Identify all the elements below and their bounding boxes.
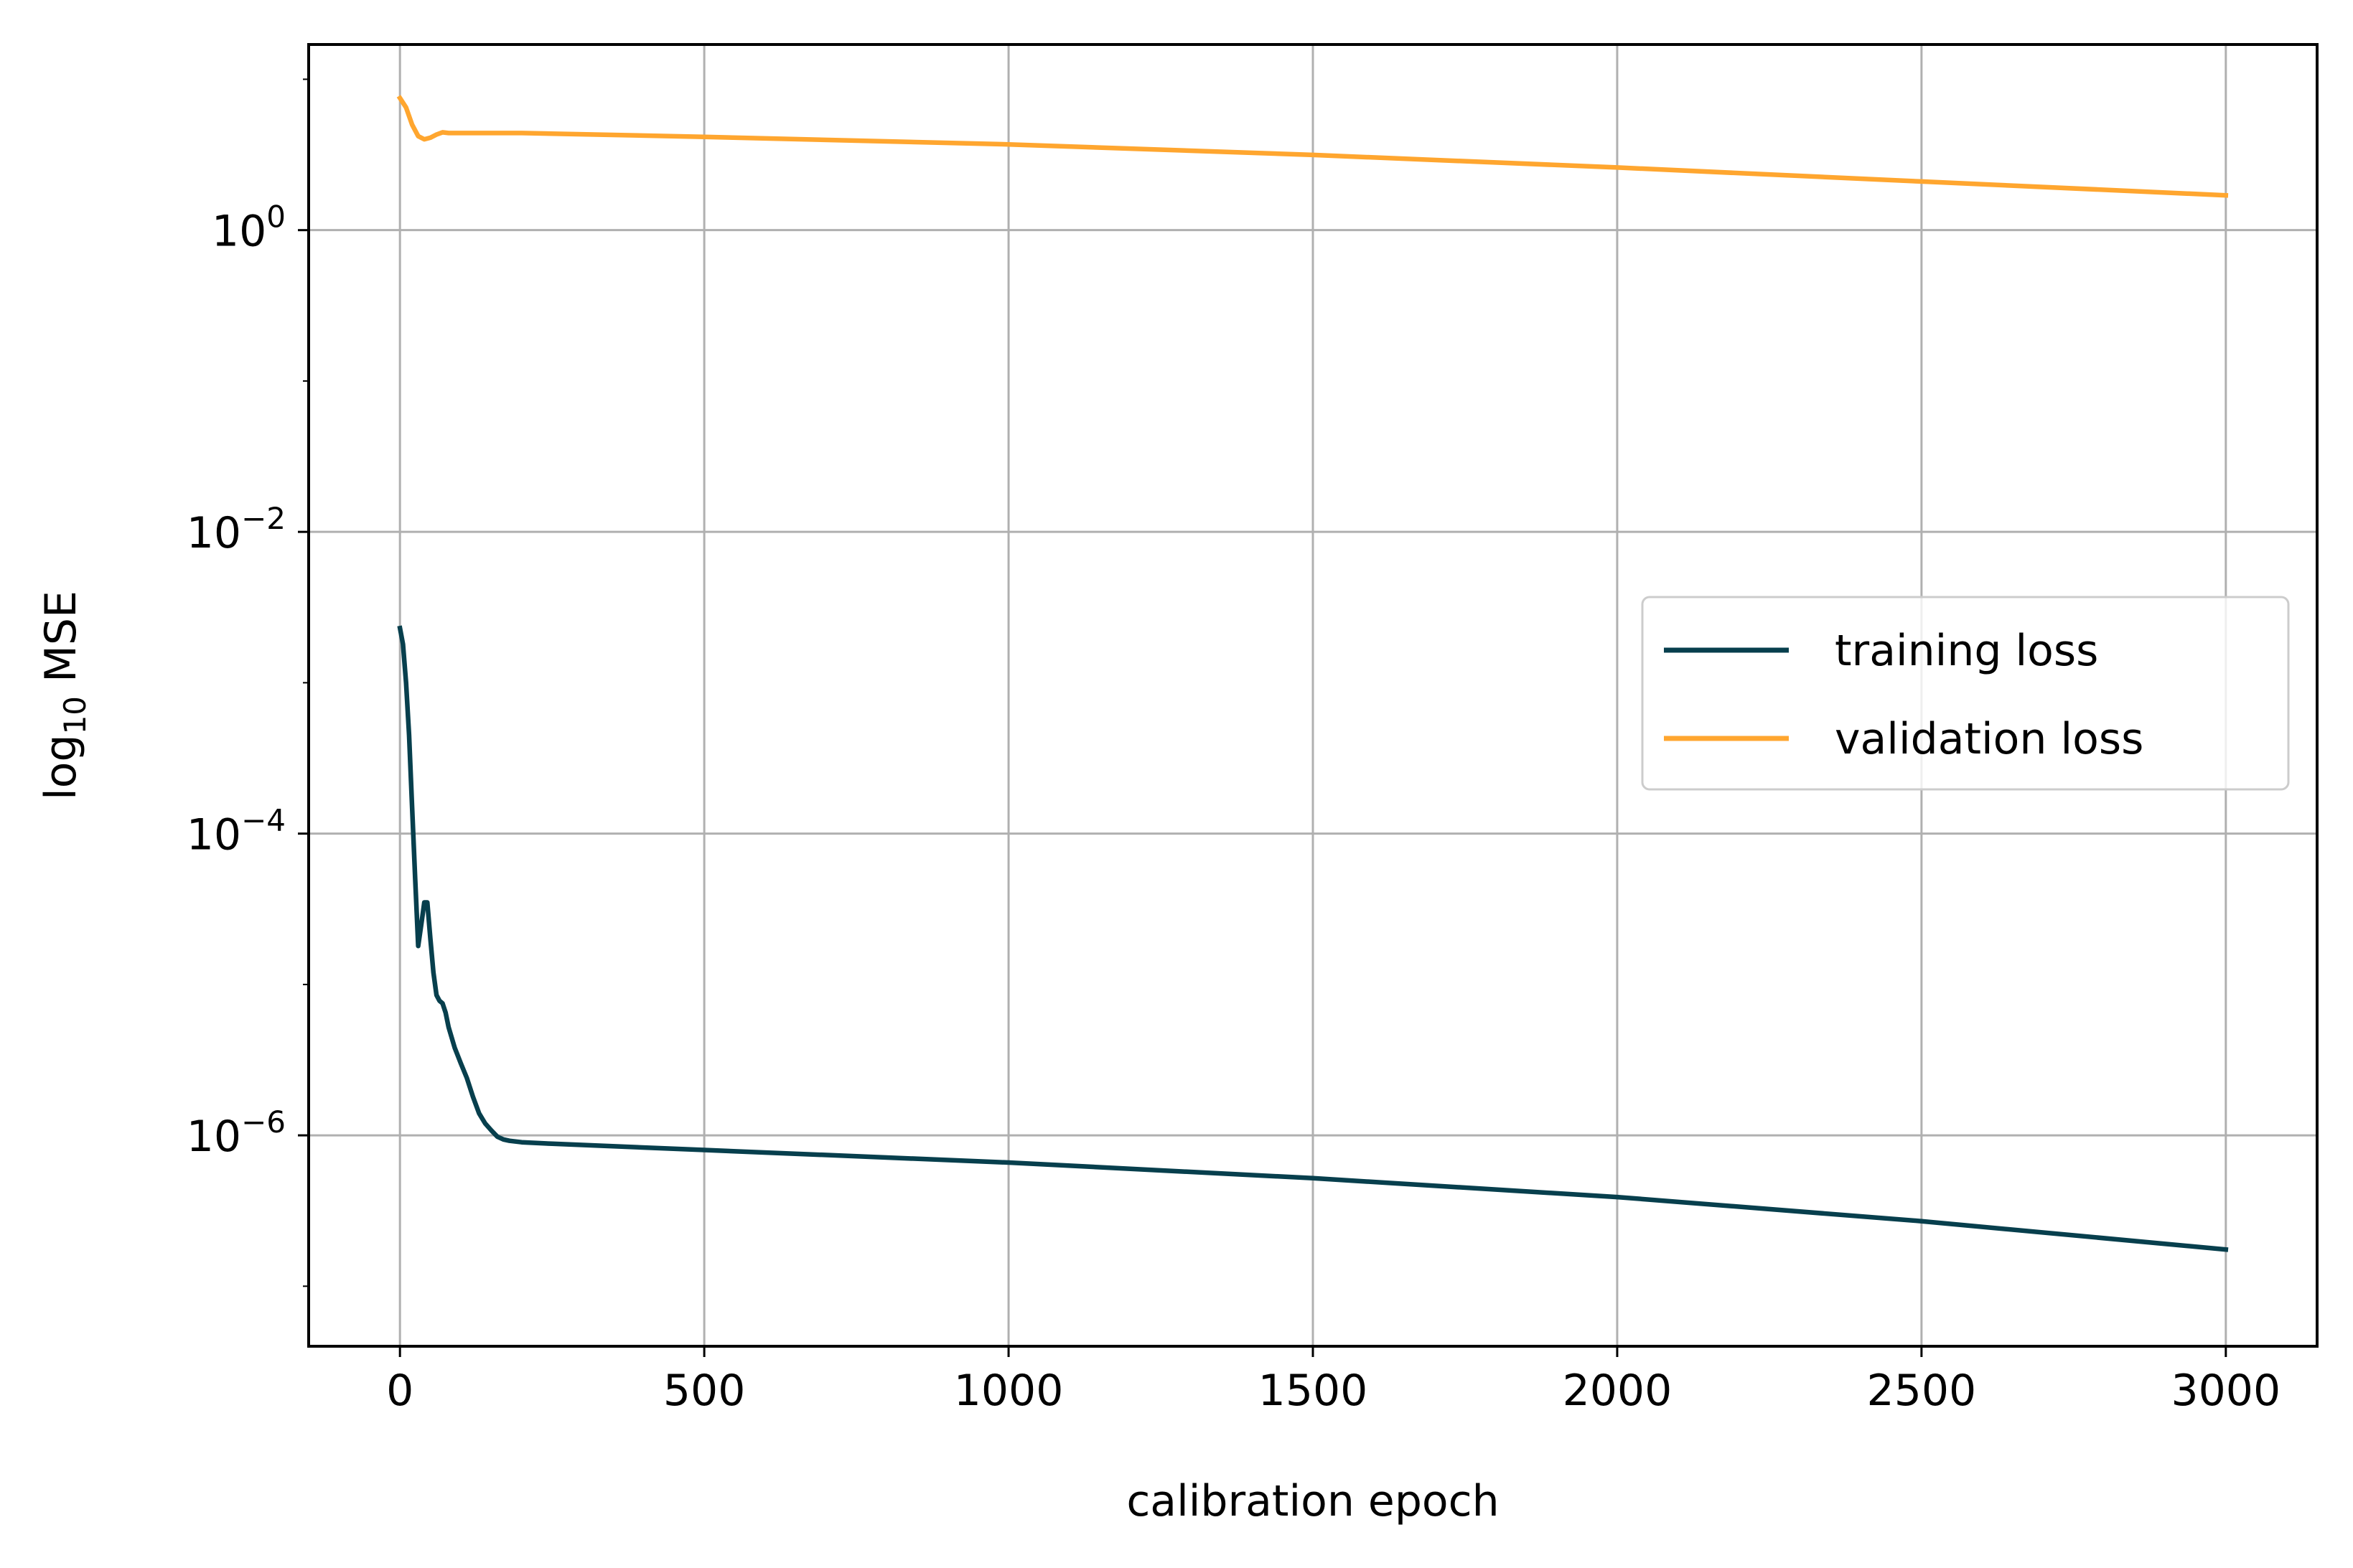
series-line-validation-loss: [396, 95, 2229, 198]
legend-label-validation-loss: validation loss: [1835, 714, 2143, 764]
y-tick-label-exponent: −6: [241, 1104, 286, 1140]
x-tick-label: 3000: [2171, 1366, 2281, 1416]
legend-box: [1641, 596, 2290, 791]
y-axis-label-base: log: [36, 734, 86, 799]
legend-label-training-loss: training loss: [1835, 626, 2098, 676]
y-tick-label: 10−2: [187, 501, 286, 558]
x-tick-label: 500: [663, 1366, 746, 1416]
y-tick-label-exponent: −4: [241, 803, 286, 838]
y-tick-label: 100: [212, 199, 286, 257]
series-lines: [396, 95, 2229, 1252]
y-axis-label: log10 MSE: [36, 591, 93, 800]
x-tick-label: 2500: [1867, 1366, 1977, 1416]
x-axis-ticks: 0 500 1000 1500 2000 2500 3000: [386, 1346, 2281, 1416]
y-tick-label-exponent: −2: [241, 501, 286, 536]
y-tick-label: 10−4: [187, 803, 286, 860]
y-tick-label-base: 10: [187, 508, 241, 558]
series-line-training-loss: [397, 625, 2229, 1252]
y-tick-label: 10−6: [187, 1104, 286, 1162]
y-tick-label-base: 10: [212, 207, 266, 257]
x-tick-label: 2000: [1563, 1366, 1673, 1416]
x-tick-label: 1500: [1258, 1366, 1368, 1416]
x-tick-label: 0: [386, 1366, 413, 1416]
y-tick-label-base: 10: [187, 810, 241, 860]
y-tick-label-exponent: 0: [266, 199, 286, 235]
x-axis-label: calibration epoch: [1126, 1476, 1499, 1526]
legend: training loss validation loss: [1641, 596, 2290, 791]
y-tick-label-base: 10: [187, 1112, 241, 1162]
y-axis-label-rest: MSE: [36, 591, 86, 696]
x-tick-label: 1000: [954, 1366, 1064, 1416]
y-axis-label-subscript: 10: [57, 696, 93, 734]
